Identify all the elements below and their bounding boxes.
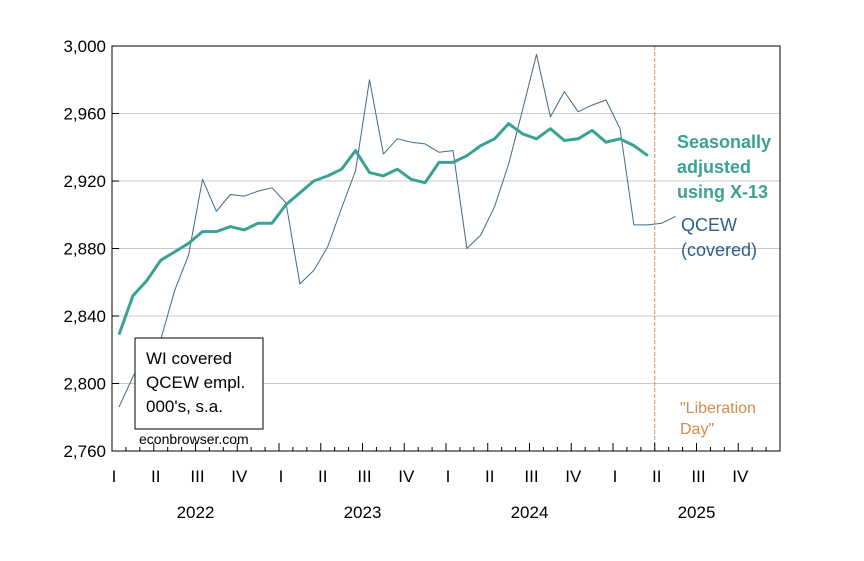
source-label: econbrowser.com (139, 431, 249, 447)
y-tick-label: 2,880 (63, 240, 106, 259)
legend-box-text: QCEW empl. (146, 373, 245, 392)
y-tick-label: 2,960 (63, 105, 106, 124)
x-quarter-label: IV (565, 467, 582, 486)
qcew-series-label: QCEW (681, 215, 737, 235)
series-lines (117, 53, 676, 408)
x-quarter-label: II (485, 467, 494, 486)
y-tick-label: 2,800 (63, 375, 106, 394)
x-quarter-label: III (691, 467, 705, 486)
qcew-series-label: (covered) (681, 240, 757, 260)
y-tick-label: 2,840 (63, 307, 106, 326)
legend-box-text: WI covered (146, 349, 232, 368)
x-quarter-label: III (524, 467, 538, 486)
y-tick-label: 2,760 (63, 442, 106, 461)
x-year-label: 2022 (177, 503, 215, 522)
x-quarter-label: II (151, 467, 160, 486)
y-tick-label: 2,920 (63, 172, 106, 191)
x-quarter-label: II (318, 467, 327, 486)
x-quarter-label: I (613, 467, 618, 486)
sa-series-label: adjusted (677, 157, 751, 177)
sa-series-label: Seasonally (677, 132, 771, 152)
series-line-seasonally-adjusted (117, 122, 649, 336)
event-label: Day" (680, 421, 714, 438)
x-year-label: 2024 (511, 503, 549, 522)
legend-box-text: 000's, s.a. (146, 397, 223, 416)
x-quarter-label: III (190, 467, 204, 486)
x-quarter-label: IV (231, 467, 248, 486)
x-quarter-label: I (446, 467, 451, 486)
gridlines (112, 113, 780, 384)
x-quarter-label: I (112, 467, 117, 486)
x-quarter-label: III (357, 467, 371, 486)
x-quarter-label: I (279, 467, 284, 486)
y-axis: 2,760 2,800 2,840 2,880 2,920 2,960 3,000 (63, 37, 119, 461)
x-quarter-label: II (652, 467, 661, 486)
annotations: Seasonally adjusted using X-13 QCEW (covered… (134, 132, 771, 447)
series-line-qcew (118, 53, 676, 408)
y-tick-label: 3,000 (63, 37, 106, 56)
legend-box (134, 337, 264, 430)
x-quarter-label: IV (732, 467, 749, 486)
x-year-label: 2025 (678, 503, 716, 522)
x-quarter-label: IV (398, 467, 415, 486)
event-label: "Liberation (680, 400, 756, 417)
sa-series-label: using X-13 (677, 182, 768, 202)
x-year-label: 2023 (344, 503, 382, 522)
